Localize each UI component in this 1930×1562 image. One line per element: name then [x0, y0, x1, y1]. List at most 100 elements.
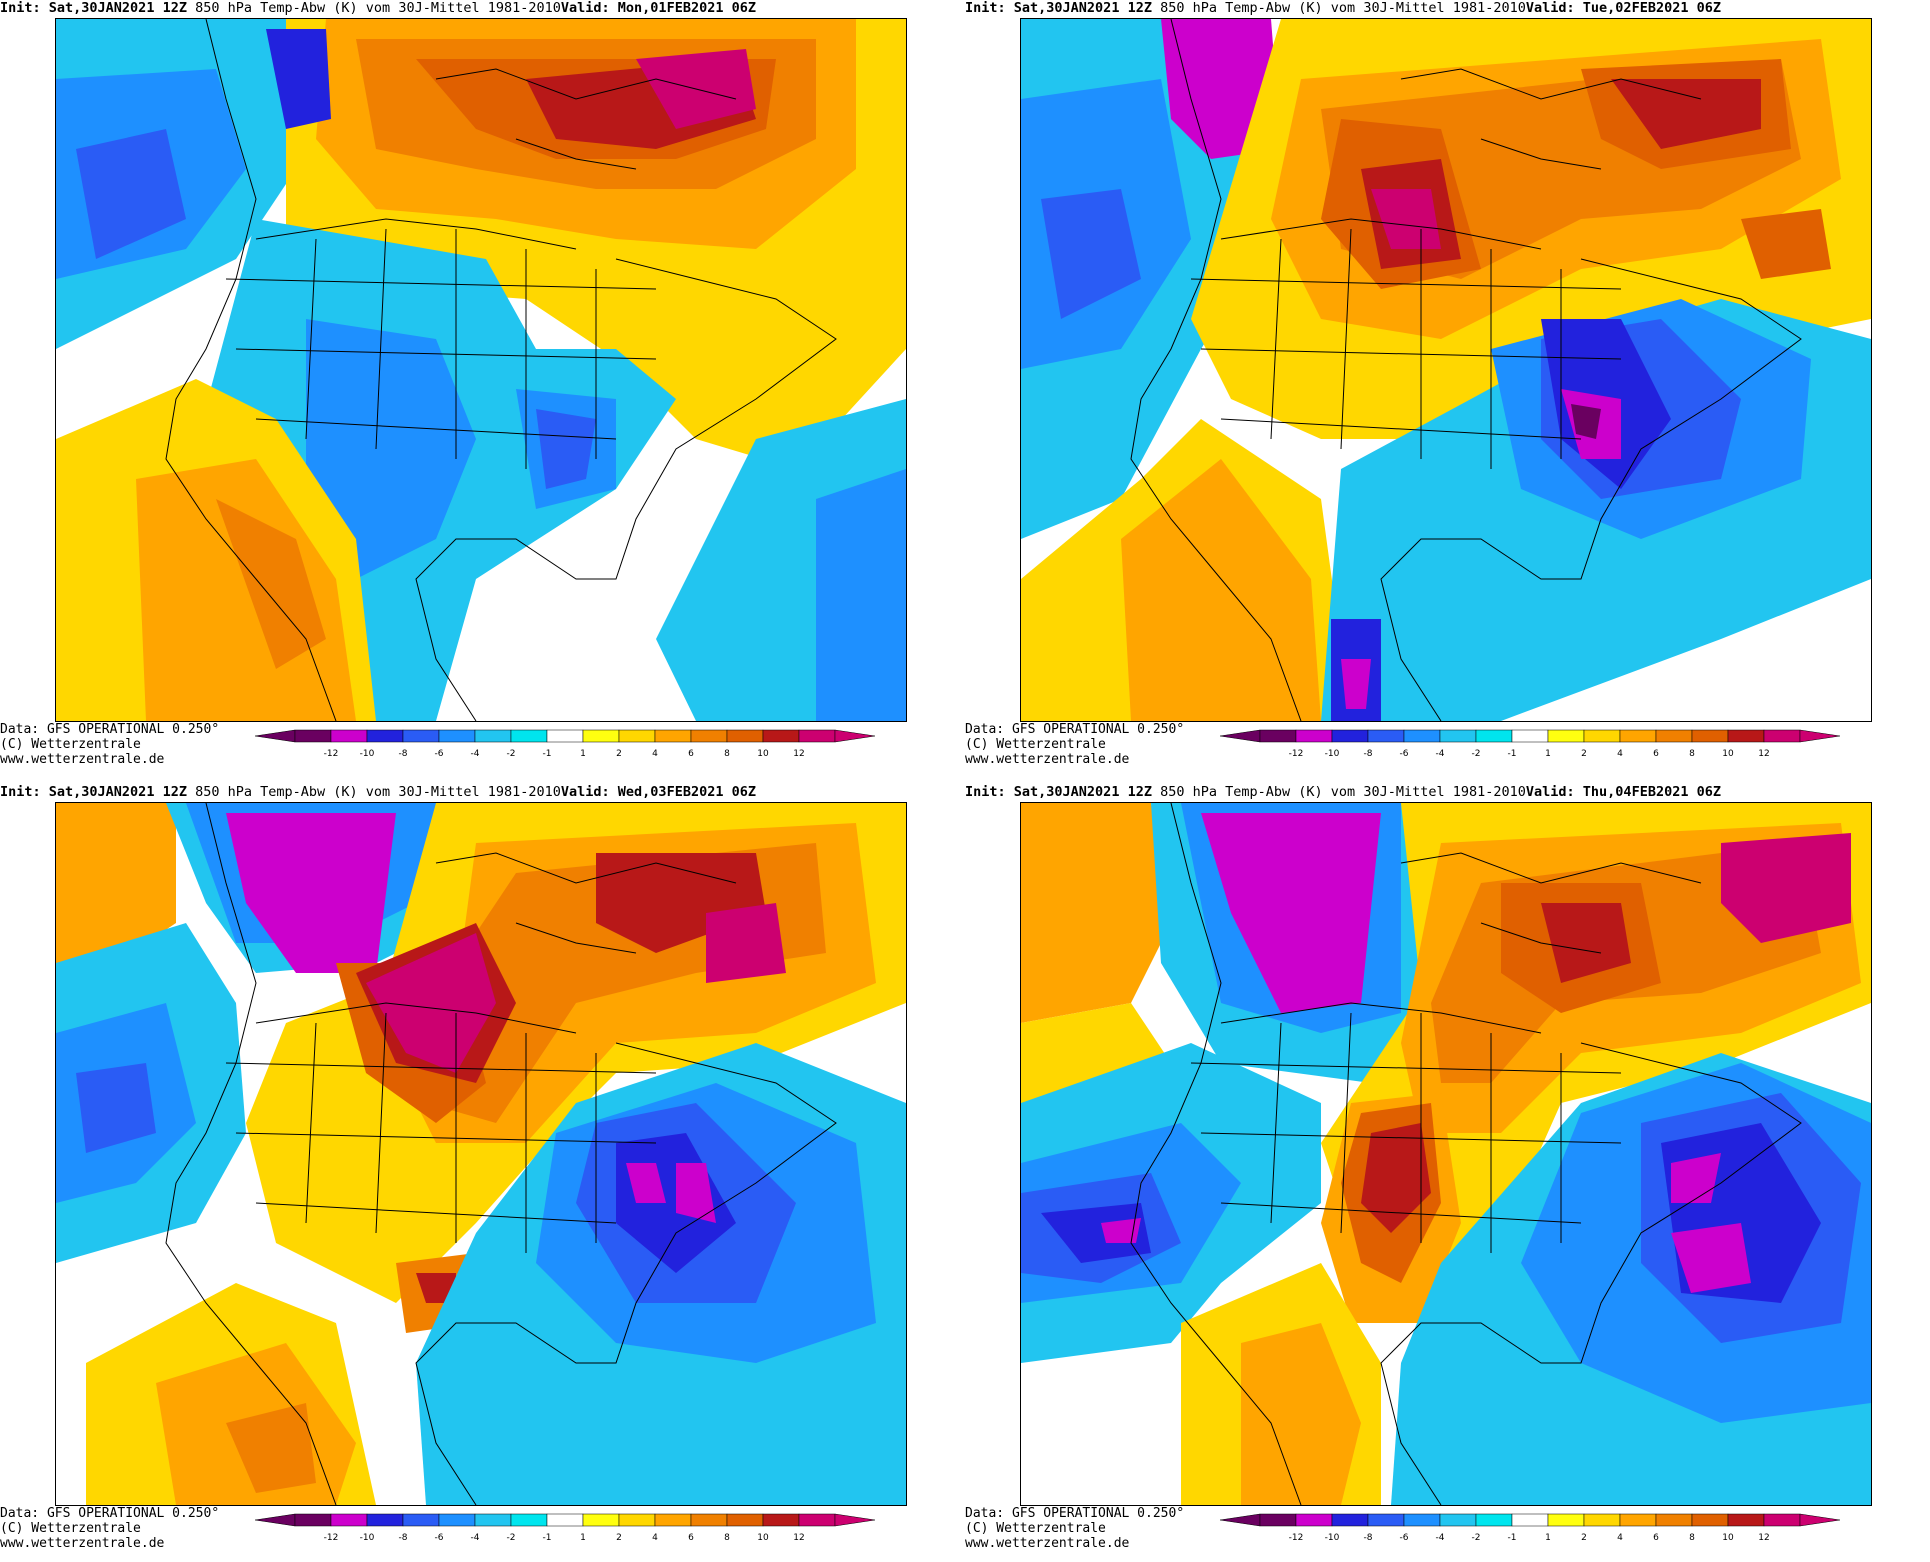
legend-swatch — [1547, 1513, 1585, 1527]
legend-tick-label: 10 — [1722, 1533, 1734, 1543]
legend-swatch — [1619, 729, 1657, 743]
panel-1: Init: Sat,30JAN2021 12Z 850 hPa Temp-Abw… — [0, 0, 960, 778]
anomaly-region — [626, 1163, 666, 1203]
legend-arrow-low — [1219, 729, 1261, 743]
website-url: www.wetterzentrale.de — [0, 1536, 165, 1551]
website-url: www.wetterzentrale.de — [0, 752, 165, 767]
init-label: Init: — [0, 784, 41, 800]
legend-tick-label: 12 — [793, 1533, 804, 1543]
legend-swatch — [510, 1513, 548, 1527]
legend-tick-label: -6 — [1400, 1533, 1409, 1543]
legend-tick-label: 10 — [757, 1533, 769, 1543]
legend-tick-label: -6 — [435, 1533, 444, 1543]
init-date: Sat,30JAN2021 — [1013, 0, 1120, 16]
data-source: Data: GFS OPERATIONAL 0.250° — [0, 1506, 220, 1521]
anomaly-field — [1021, 19, 1871, 721]
color-legend: -12 -10 -8 -6 -4 -2 -1 1 2 4 6 8 10 12 — [254, 724, 955, 764]
legend-swatch — [546, 1513, 584, 1527]
legend-swatch — [690, 729, 728, 743]
legend-tick-label: -1 — [543, 1533, 552, 1543]
legend-swatch — [1439, 729, 1477, 743]
legend-swatch — [618, 1513, 656, 1527]
legend-tick-label: 1 — [1545, 749, 1551, 759]
init-label: Init: — [965, 0, 1006, 16]
anomaly-region — [1241, 1323, 1361, 1505]
legend-swatch — [1727, 729, 1765, 743]
legend-swatch — [1439, 1513, 1477, 1527]
legend-swatch — [366, 729, 404, 743]
panel-header: Init: Sat,30JAN2021 12Z 850 hPa Temp-Abw… — [965, 0, 1925, 16]
legend-tick-label: 2 — [616, 749, 622, 759]
map-footer: Data: GFS OPERATIONAL 0.250° (C) Wetterze… — [0, 722, 219, 767]
color-legend: -12 -10 -8 -6 -4 -2 -1 1 2 4 6 8 10 12 — [1219, 724, 1920, 764]
legend-tick-label: 2 — [1581, 1533, 1587, 1543]
anomaly-map — [1020, 802, 1872, 1506]
legend-swatch — [1619, 1513, 1657, 1527]
copyright: (C) Wetterzentrale — [965, 1521, 1106, 1536]
anomaly-region — [1101, 1218, 1141, 1243]
legend-swatch — [474, 1513, 512, 1527]
legend-swatch — [330, 1513, 368, 1527]
data-source: Data: GFS OPERATIONAL 0.250° — [0, 722, 220, 737]
legend-arrow-high — [1799, 729, 1841, 743]
legend-swatch — [330, 729, 368, 743]
anomaly-region — [536, 409, 596, 489]
legend-tick-label: 6 — [688, 1533, 694, 1543]
legend-arrow-low — [1219, 1513, 1261, 1527]
legend-tick-label: -12 — [1289, 749, 1304, 759]
anomaly-region — [816, 469, 906, 721]
legend-tick-label: -6 — [1400, 749, 1409, 759]
valid-time: Wed,03FEB2021 06Z — [617, 784, 756, 800]
legend-swatch — [474, 729, 512, 743]
field-description: 850 hPa Temp-Abw (K) vom 30J-Mittel 1981… — [195, 0, 561, 16]
legend-tick-label: 6 — [688, 749, 694, 759]
anomaly-region — [76, 1063, 156, 1153]
legend-tick-label: -10 — [1325, 1533, 1340, 1543]
coastlines — [1130, 803, 1802, 1505]
legend-swatch — [1655, 1513, 1693, 1527]
legend-swatch — [798, 1513, 836, 1527]
legend-swatch — [1367, 1513, 1405, 1527]
website-url: www.wetterzentrale.de — [965, 752, 1130, 767]
anomaly-region — [1041, 1203, 1151, 1263]
legend-swatch — [1403, 729, 1441, 743]
anomaly-map — [55, 802, 907, 1506]
legend-swatch — [690, 1513, 728, 1527]
legend-tick-label: 8 — [724, 1533, 730, 1543]
valid-time: Thu,04FEB2021 06Z — [1582, 784, 1721, 800]
legend-tick-label: -4 — [471, 1533, 480, 1543]
legend-swatch — [798, 729, 836, 743]
legend-tick-label: -12 — [324, 749, 339, 759]
legend-tick-label: -4 — [1436, 749, 1445, 759]
legend-tick-label: -8 — [399, 1533, 408, 1543]
init-label: Init: — [0, 0, 41, 16]
map-footer: Data: GFS OPERATIONAL 0.250° (C) Wetterze… — [0, 1506, 219, 1551]
legend-tick-label: -4 — [1436, 1533, 1445, 1543]
legend-swatch — [1727, 1513, 1765, 1527]
legend-tick-label: 1 — [580, 1533, 586, 1543]
legend-swatch — [438, 729, 476, 743]
legend-tick-label: 8 — [1689, 1533, 1695, 1543]
legend-swatch — [402, 1513, 440, 1527]
legend-tick-label: 10 — [757, 749, 769, 759]
legend-tick-label: -8 — [399, 749, 408, 759]
anomaly-region — [1361, 1123, 1431, 1233]
anomaly-region — [1571, 404, 1601, 439]
legend-tick-label: 1 — [1545, 1533, 1551, 1543]
legend-swatch — [1331, 729, 1369, 743]
legend-swatch — [402, 729, 440, 743]
anomaly-region — [656, 269, 776, 439]
anomaly-region — [226, 813, 396, 973]
anomaly-region — [136, 459, 356, 721]
field-description: 850 hPa Temp-Abw (K) vom 30J-Mittel 1981… — [1160, 0, 1526, 16]
anomaly-region — [366, 933, 496, 1073]
legend-tick-label: 2 — [616, 1533, 622, 1543]
panel-3: Init: Sat,30JAN2021 12Z 850 hPa Temp-Abw… — [0, 784, 960, 1562]
legend-tick-label: -2 — [507, 1533, 516, 1543]
legend-swatch — [1511, 1513, 1549, 1527]
legend-arrow-high — [834, 1513, 876, 1527]
legend-swatch — [1583, 1513, 1621, 1527]
anomaly-map — [55, 18, 907, 722]
legend-swatch — [438, 1513, 476, 1527]
valid-time: Mon,01FEB2021 06Z — [617, 0, 756, 16]
